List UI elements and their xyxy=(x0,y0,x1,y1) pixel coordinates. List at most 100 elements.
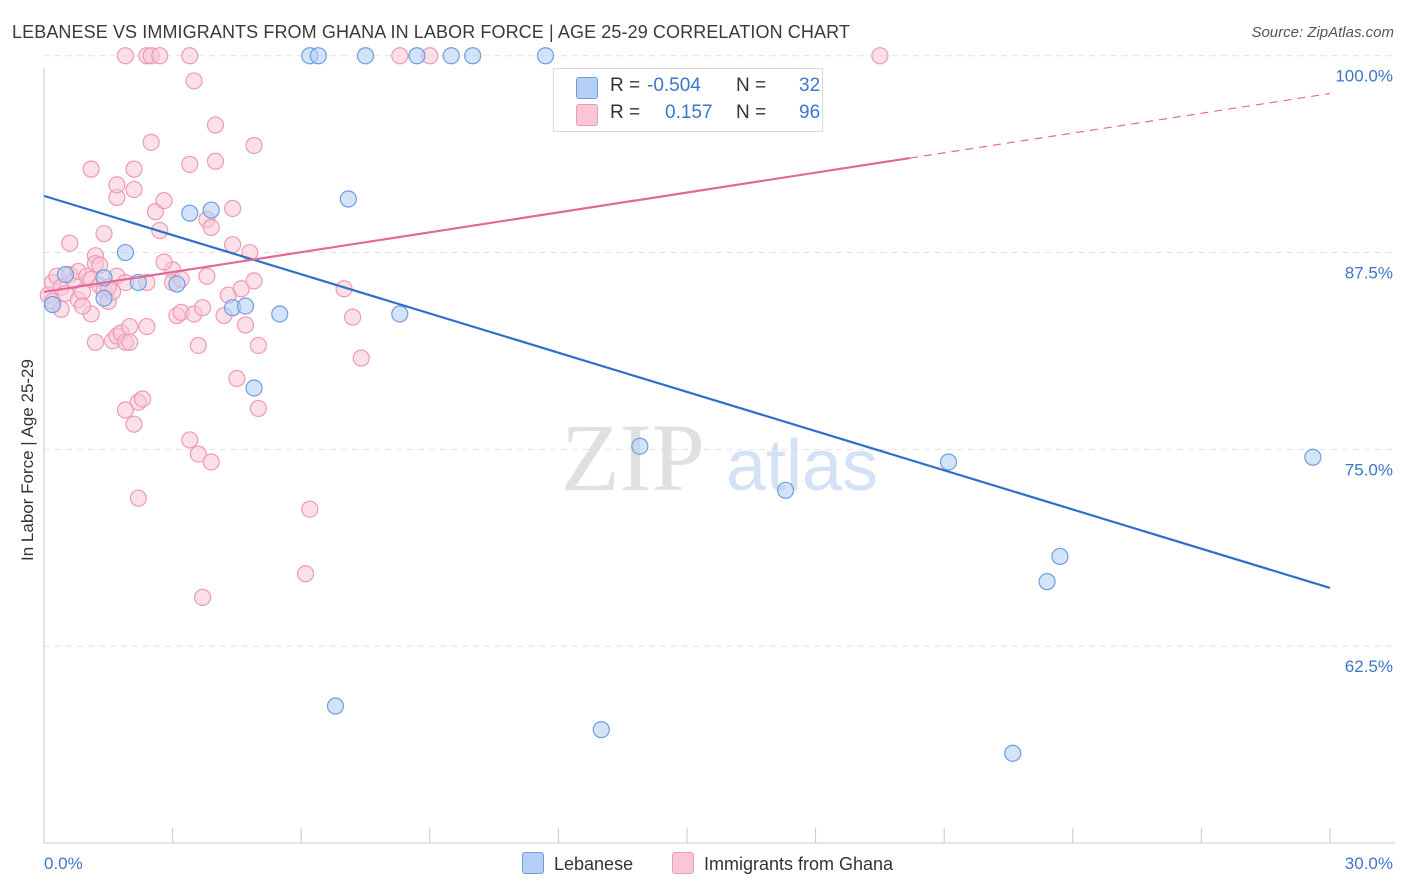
lebanese-point xyxy=(168,275,186,293)
y-tick-label: 62.5% xyxy=(1345,657,1393,676)
watermark: ZIP atlas xyxy=(561,404,878,511)
ghana-point xyxy=(245,136,263,155)
ghana-point xyxy=(116,47,135,65)
ghana-point xyxy=(249,336,267,355)
lebanese-point xyxy=(391,305,409,323)
ghana-point xyxy=(95,225,113,243)
legend-swatch-lebanese xyxy=(576,77,598,99)
lebanese-point xyxy=(236,297,255,315)
legend-n-ghana: 96 xyxy=(799,102,821,123)
lebanese-point xyxy=(56,266,75,284)
legend-n-label: N = xyxy=(736,75,767,96)
ghana-point xyxy=(202,218,220,236)
ghana-point xyxy=(142,133,160,151)
ghana-points xyxy=(39,47,889,606)
ghana-point xyxy=(185,72,203,90)
ghana-point xyxy=(61,234,79,252)
y-tick-label: 87.5% xyxy=(1345,264,1393,283)
ghana-point xyxy=(121,317,139,336)
ghana-point xyxy=(129,489,147,507)
ghana-point xyxy=(125,160,143,178)
ghana-point xyxy=(249,399,267,418)
lebanese-point xyxy=(116,243,135,262)
lebanese-trendline xyxy=(43,194,1331,589)
lebanese-point xyxy=(592,721,610,739)
lebanese-point xyxy=(181,204,199,222)
legend-r-ghana: 0.157 xyxy=(665,102,713,123)
lebanese-point xyxy=(1004,744,1022,762)
ghana-point xyxy=(236,316,255,334)
legend-r-label: R = xyxy=(610,102,641,123)
legend-r-label: R = xyxy=(610,75,641,96)
ghana-point xyxy=(86,333,105,351)
lebanese-point xyxy=(1051,547,1069,566)
y-tick-label: 100.0% xyxy=(1335,67,1393,86)
trendlines xyxy=(43,92,1331,589)
ghana-point xyxy=(116,401,135,419)
lebanese-point xyxy=(631,437,649,455)
bottom-legend-ghana: Immigrants from Ghana xyxy=(672,852,893,875)
watermark-atlas: atlas xyxy=(726,426,878,506)
ghana-point xyxy=(155,192,173,210)
axes xyxy=(43,68,1395,844)
lebanese-point xyxy=(776,481,795,499)
ghana-point xyxy=(121,333,139,351)
lebanese-point xyxy=(271,305,289,323)
ghana-point xyxy=(224,199,242,218)
ghana-point xyxy=(181,431,199,449)
ghana-point xyxy=(206,152,225,170)
ghana-point xyxy=(245,272,263,290)
ghana-point xyxy=(344,308,362,326)
bottom-legend-label-lebanese: Lebanese xyxy=(554,854,634,874)
bottom-legend-lebanese: Lebanese xyxy=(522,852,633,875)
bottom-legend-swatch-lebanese xyxy=(522,852,544,874)
watermark-zip: ZIP xyxy=(561,404,705,511)
ghana-point xyxy=(224,236,242,254)
ghana-point xyxy=(133,390,152,408)
ghana-trendline xyxy=(43,157,911,294)
y-axis-label: In Labor Force | Age 25-29 xyxy=(18,359,37,561)
x-tick-label: 30.0% xyxy=(1345,854,1393,873)
ghana-point xyxy=(301,500,319,518)
stats-legend: R = -0.504 N = 32 R = 0.157 N = 96 xyxy=(553,68,823,132)
ghana-point xyxy=(194,299,212,317)
ghana-point xyxy=(73,297,92,315)
ghana-point xyxy=(125,415,143,433)
source-label: Source: ZipAtlas.com xyxy=(1251,24,1394,41)
ghana-point xyxy=(206,116,225,134)
ghana-point xyxy=(352,349,370,367)
ghana-point xyxy=(194,588,212,606)
bottom-legend-label-ghana: Immigrants from Ghana xyxy=(704,854,894,874)
ghana-point xyxy=(198,267,216,285)
legend-swatch-ghana xyxy=(576,104,598,126)
ghana-point xyxy=(125,180,143,199)
ghana-trendline xyxy=(909,92,1331,159)
lebanese-point xyxy=(464,47,482,65)
bottom-legend-swatch-ghana xyxy=(672,852,694,874)
lebanese-point xyxy=(1304,448,1322,466)
ghana-point xyxy=(189,445,207,463)
chart-title: LEBANESE VS IMMIGRANTS FROM GHANA IN LAB… xyxy=(12,22,850,42)
ghana-point xyxy=(391,47,409,65)
lebanese-points xyxy=(43,47,1322,762)
lebanese-point xyxy=(939,453,958,471)
ghana-point xyxy=(871,47,889,65)
ghana-point xyxy=(108,176,126,194)
lebanese-point xyxy=(339,190,357,208)
ghana-point xyxy=(82,160,100,178)
legend-r-lebanese: -0.504 xyxy=(647,75,701,96)
ghana-point xyxy=(228,369,246,388)
y-tick-label: 75.0% xyxy=(1345,460,1393,479)
lebanese-point xyxy=(326,697,345,715)
gridlines xyxy=(44,55,1395,647)
lebanese-point xyxy=(43,295,62,314)
lebanese-point xyxy=(245,379,263,397)
lebanese-point xyxy=(95,289,113,307)
ghana-point xyxy=(155,253,173,271)
ghana-point xyxy=(232,280,250,298)
lebanese-point xyxy=(202,201,220,219)
lebanese-point xyxy=(356,47,375,65)
lebanese-point xyxy=(1038,573,1056,591)
ghana-point xyxy=(181,155,199,173)
